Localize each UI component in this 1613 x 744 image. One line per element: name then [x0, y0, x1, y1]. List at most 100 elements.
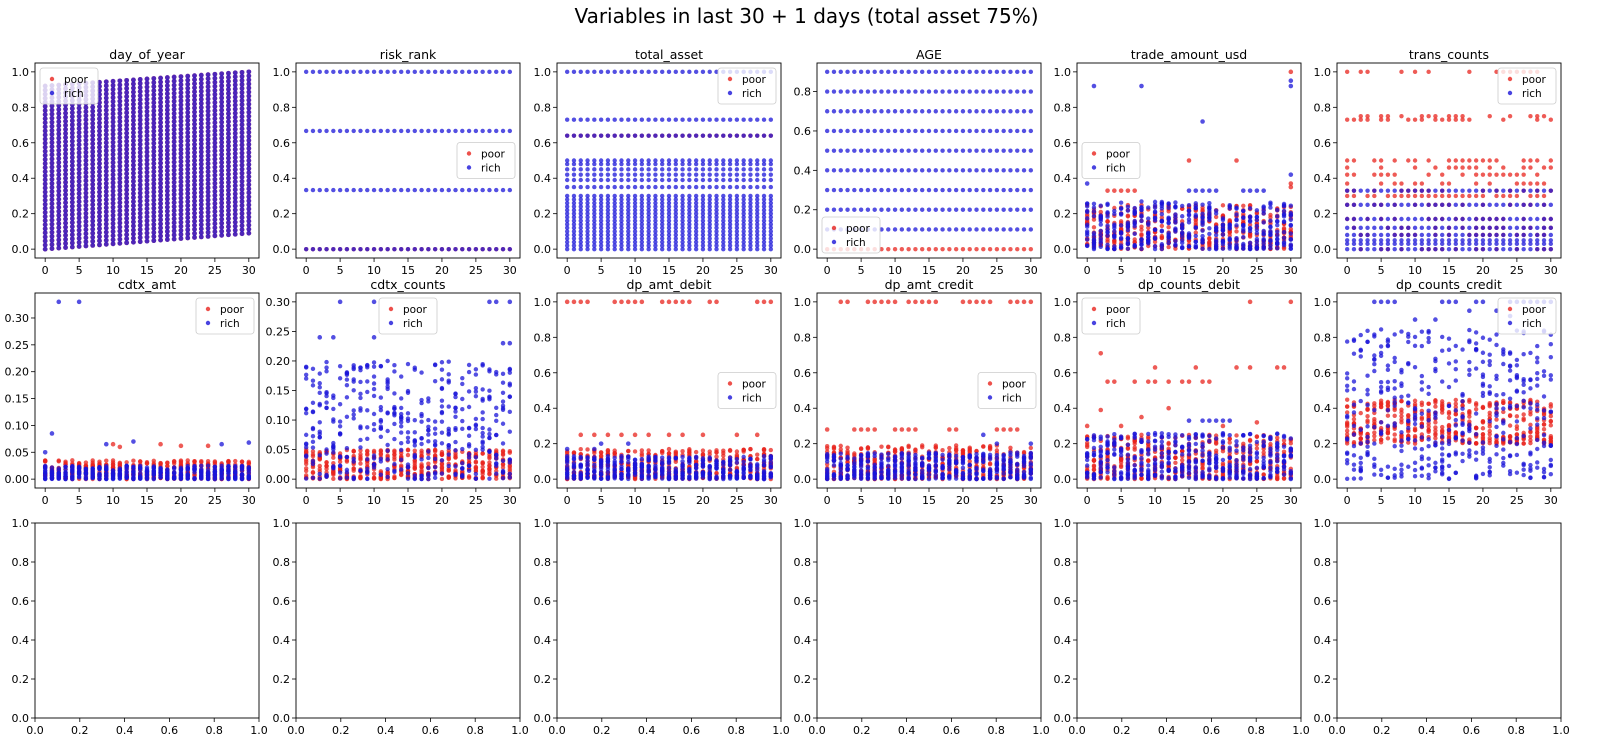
point-rich [331, 246, 336, 252]
point-rich [571, 172, 577, 177]
point-rich [872, 109, 877, 114]
point-rich [974, 69, 979, 75]
point-rich [412, 128, 417, 134]
point-rich [1247, 206, 1253, 211]
point-rich [63, 155, 68, 161]
point-poor [1186, 158, 1192, 163]
point-rich [42, 226, 48, 232]
point-rich [879, 168, 884, 173]
point-rich [90, 234, 96, 240]
x-tick-label: 25 [208, 264, 222, 277]
point-rich [49, 152, 55, 158]
point-rich [69, 220, 75, 225]
point-rich [1139, 242, 1144, 248]
point-rich [1021, 148, 1027, 153]
point-rich [960, 207, 966, 212]
point-rich [405, 187, 411, 193]
point-rich [97, 124, 102, 130]
point-rich [578, 193, 583, 199]
point-rich [63, 204, 68, 210]
point-rich [994, 148, 1000, 153]
point-rich [97, 218, 102, 223]
point-poor [1399, 113, 1404, 119]
x-tick-label: 15 [401, 264, 415, 277]
point-rich [83, 121, 89, 127]
point-rich [666, 172, 672, 177]
point-rich [49, 156, 55, 162]
point-rich [1241, 208, 1246, 214]
point-rich [920, 207, 925, 212]
point-rich [824, 128, 830, 134]
point-rich [680, 167, 685, 172]
point-rich [899, 109, 905, 114]
point-rich [1200, 119, 1205, 124]
point-rich [571, 184, 577, 190]
legend-marker-rich [831, 239, 837, 245]
y-tick-label: 0.0 [273, 243, 291, 256]
point-rich [56, 213, 62, 218]
point-rich [646, 184, 651, 190]
point-rich [1008, 109, 1013, 114]
point-rich [63, 192, 68, 197]
point-rich [507, 187, 513, 193]
point-rich [994, 187, 1000, 193]
point-rich [940, 128, 945, 134]
point-rich [83, 227, 89, 233]
point-rich [592, 69, 597, 75]
legend-marker-rich [49, 90, 55, 96]
point-rich [56, 188, 62, 194]
point-rich [598, 158, 604, 163]
point-rich [858, 168, 864, 173]
point-rich [378, 69, 384, 75]
point-rich [1234, 212, 1239, 217]
point-rich [831, 128, 837, 134]
point-rich [872, 187, 877, 193]
point-rich [838, 69, 843, 75]
point-rich [761, 167, 767, 172]
point-rich [507, 246, 513, 252]
point-rich [137, 77, 143, 82]
point-rich [419, 128, 424, 134]
point-rich [378, 246, 384, 252]
point-rich [42, 148, 48, 154]
point-rich [748, 133, 753, 138]
point-rich [69, 212, 75, 217]
point-rich [49, 221, 55, 227]
point-rich [865, 148, 871, 153]
point-rich [63, 212, 68, 218]
point-rich [56, 237, 62, 243]
point-rich [90, 173, 96, 179]
point-rich [899, 69, 905, 75]
point-rich [49, 148, 55, 154]
point-rich [1227, 226, 1232, 231]
point-rich [592, 177, 597, 183]
point-rich [906, 69, 911, 75]
point-rich [1098, 214, 1103, 219]
point-rich [63, 188, 68, 193]
point-rich [90, 137, 96, 143]
point-rich [310, 187, 316, 193]
point-rich [1015, 187, 1020, 193]
point-rich [639, 172, 645, 177]
point-rich [1028, 187, 1034, 193]
point-rich [920, 89, 925, 94]
point-rich [879, 109, 884, 114]
point-rich [1200, 188, 1205, 193]
point-rich [619, 133, 624, 138]
point-rich [1173, 212, 1178, 217]
point-rich [76, 158, 82, 164]
point-rich [76, 121, 82, 127]
point-rich [852, 128, 857, 134]
point-rich [1118, 223, 1124, 228]
point-rich [940, 109, 945, 114]
point-rich [953, 109, 959, 114]
point-rich [741, 117, 746, 122]
point-rich [399, 246, 404, 252]
point-poor [1344, 69, 1350, 75]
point-rich [1241, 235, 1246, 240]
point-rich [994, 109, 1000, 114]
y-tick-label: 0.8 [12, 101, 30, 114]
y-tick-label: 0.4 [1054, 172, 1072, 185]
point-rich [727, 158, 733, 163]
point-rich [987, 148, 993, 153]
